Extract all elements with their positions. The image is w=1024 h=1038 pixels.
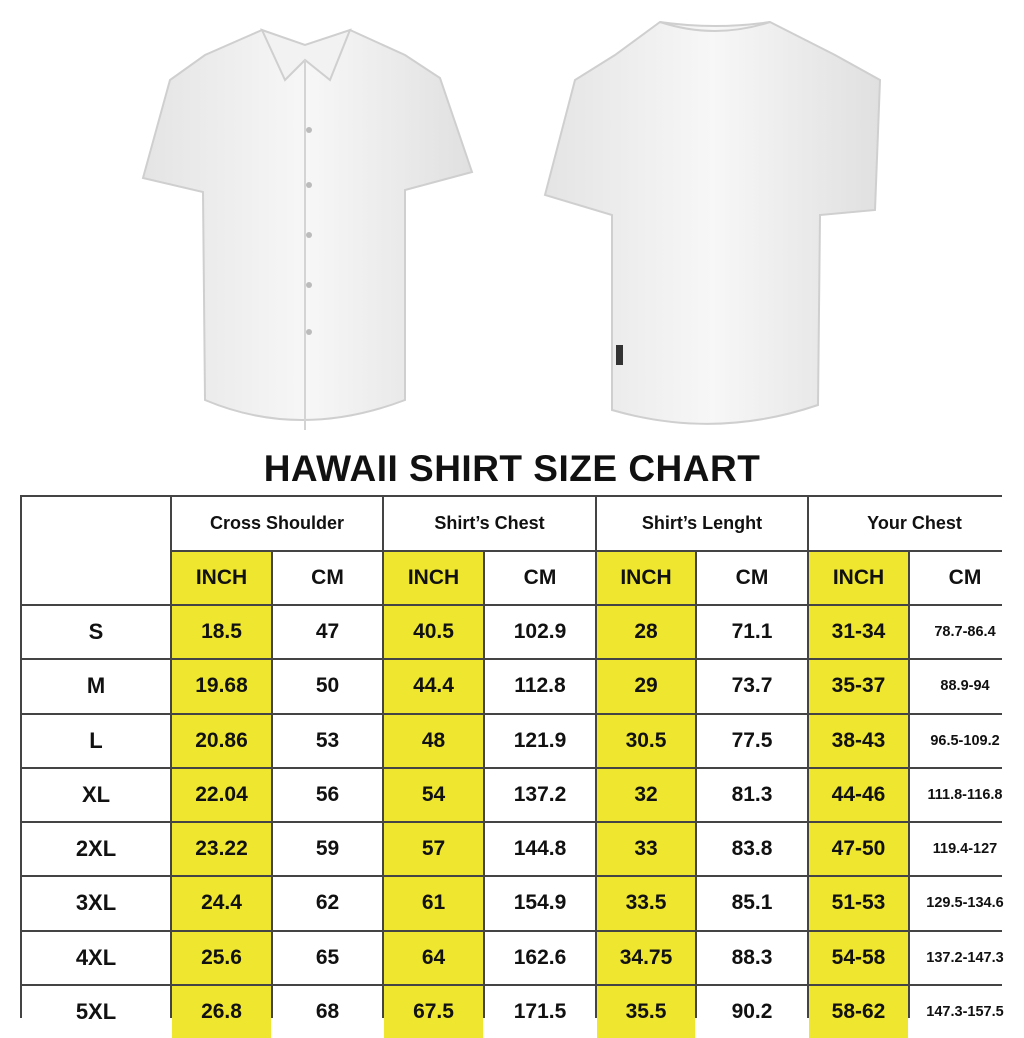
table-cell: 57 (384, 823, 483, 876)
table-cell: 90.2 (697, 985, 807, 1038)
table-cell: 111.8-116.8 (910, 768, 1020, 821)
table-cell: 71.1 (697, 606, 807, 659)
table-cell: 44.4 (384, 660, 483, 713)
shirt-images (141, 20, 882, 430)
unit-header: INCH (384, 552, 483, 604)
unit-header: INCH (809, 552, 908, 604)
group-header-shirts-chest: Shirt’s Chest (384, 497, 595, 550)
table-cell: 85.1 (697, 877, 807, 930)
table-cell: 64 (384, 931, 483, 984)
unit-header: CM (485, 552, 595, 604)
table-cell: 162.6 (485, 931, 595, 984)
table-cell: 56 (273, 768, 382, 821)
table-cell: 112.8 (485, 660, 595, 713)
table-cell: 47 (273, 606, 382, 659)
unit-header: INCH (172, 552, 271, 604)
table-cell: 61 (384, 877, 483, 930)
table-cell: 40.5 (384, 606, 483, 659)
table-cell: 29 (597, 660, 695, 713)
table-cell: 50 (273, 660, 382, 713)
table-cell: 24.4 (172, 877, 271, 930)
page-title: HAWAII SHIRT SIZE CHART (263, 448, 761, 489)
table-cell: 20.86 (172, 714, 271, 767)
table-cell: 171.5 (485, 985, 595, 1038)
corner-cell (22, 497, 170, 604)
table-cell: 78.7-86.4 (910, 606, 1020, 659)
table-cell: 67.5 (384, 985, 483, 1038)
shirt-front-image (141, 28, 474, 430)
table-cell: 26.8 (172, 985, 271, 1038)
table-cell: 58-62 (809, 985, 908, 1038)
table-cell: 68 (273, 985, 382, 1038)
size-label: 4XL (22, 931, 170, 984)
table-cell: 47-50 (809, 823, 908, 876)
table-cell: 30.5 (597, 714, 695, 767)
table-cell: 147.3-157.5 (910, 985, 1020, 1038)
table-cell: 35-37 (809, 660, 908, 713)
table-cell: 33 (597, 823, 695, 876)
unit-header: CM (273, 552, 382, 604)
size-label: 5XL (22, 985, 170, 1038)
table-cell: 137.2 (485, 768, 595, 821)
table-cell: 62 (273, 877, 382, 930)
table-cell: 83.8 (697, 823, 807, 876)
table-cell: 34.75 (597, 931, 695, 984)
size-label: L (22, 714, 170, 767)
table-cell: 31-34 (809, 606, 908, 659)
table-cell: 88.3 (697, 931, 807, 984)
size-label: M (22, 660, 170, 713)
table-cell: 121.9 (485, 714, 595, 767)
group-header-shirts-length: Shirt’s Lenght (597, 497, 807, 550)
table-cell: 51-53 (809, 877, 908, 930)
table-cell: 54 (384, 768, 483, 821)
table-cell: 28 (597, 606, 695, 659)
shirt-back-image (543, 20, 882, 425)
table-cell: 35.5 (597, 985, 695, 1038)
group-header-cross-shoulder: Cross Shoulder (172, 497, 382, 550)
table-cell: 96.5-109.2 (910, 714, 1020, 767)
table-cell: 53 (273, 714, 382, 767)
size-label: 2XL (22, 823, 170, 876)
table-cell: 88.9-94 (910, 660, 1020, 713)
table-cell: 54-58 (809, 931, 908, 984)
size-label: 3XL (22, 877, 170, 930)
table-cell: 102.9 (485, 606, 595, 659)
table-cell: 65 (273, 931, 382, 984)
table-cell: 19.68 (172, 660, 271, 713)
table-cell: 38-43 (809, 714, 908, 767)
group-header-your-chest: Your Chest (809, 497, 1020, 550)
unit-header: INCH (597, 552, 695, 604)
table-cell: 119.4-127 (910, 823, 1020, 876)
table-cell: 32 (597, 768, 695, 821)
table-cell: 25.6 (172, 931, 271, 984)
table-cell: 77.5 (697, 714, 807, 767)
table-cell: 144.8 (485, 823, 595, 876)
table-cell: 137.2-147.3 (910, 931, 1020, 984)
size-label: S (22, 606, 170, 659)
table-cell: 23.22 (172, 823, 271, 876)
unit-header: CM (697, 552, 807, 604)
table-cell: 129.5-134.6 (910, 877, 1020, 930)
table-cell: 73.7 (697, 660, 807, 713)
table-cell: 81.3 (697, 768, 807, 821)
size-label: XL (22, 768, 170, 821)
size-chart-table: Cross Shoulder Shirt’s Chest Shirt’s Len… (20, 495, 1020, 1038)
table-cell: 44-46 (809, 768, 908, 821)
table-cell: 59 (273, 823, 382, 876)
table-cell: 154.9 (485, 877, 595, 930)
table-cell: 18.5 (172, 606, 271, 659)
table-cell: 22.04 (172, 768, 271, 821)
table-cell: 48 (384, 714, 483, 767)
unit-header: CM (910, 552, 1020, 604)
table-cell: 33.5 (597, 877, 695, 930)
